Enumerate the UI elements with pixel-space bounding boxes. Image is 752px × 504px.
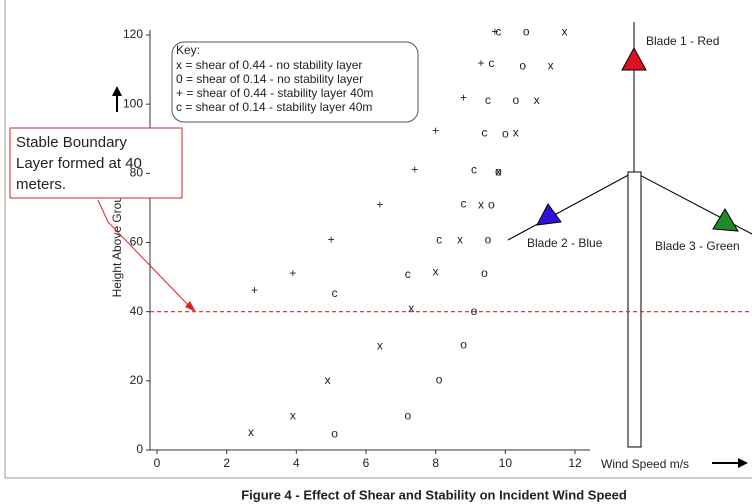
y-tick-label: 40 — [130, 304, 144, 318]
y-arrowhead — [112, 86, 122, 96]
point: o — [485, 232, 492, 246]
point: x — [534, 93, 540, 107]
caption: Figure 4 - Effect of Shear and Stability… — [241, 487, 627, 502]
point: x — [408, 301, 414, 315]
x-arrowhead — [738, 458, 748, 468]
point: + — [376, 197, 383, 211]
blade-3-tip — [713, 209, 738, 231]
y-tick-label: 60 — [130, 235, 144, 249]
point: c — [485, 93, 491, 107]
y-tick-label: 0 — [136, 442, 143, 456]
point: x — [457, 232, 463, 246]
point: + — [477, 56, 484, 70]
legend-title: Key: — [176, 43, 200, 57]
point: o — [519, 58, 526, 72]
point: x — [513, 125, 519, 139]
legend-entry: x = shear of 0.44 - no stability layer — [176, 58, 362, 72]
point: + — [432, 123, 439, 137]
x-tick-label: 6 — [363, 456, 370, 470]
point: c — [332, 286, 338, 300]
annotation-text: Stable Boundary — [16, 134, 127, 151]
legend-entry: 0 = shear of 0.14 - no stability layer — [176, 72, 363, 86]
point: o — [436, 372, 443, 386]
point: + — [289, 266, 296, 280]
point: x — [433, 264, 439, 278]
point: c — [436, 232, 442, 246]
y-axis-label: Height Above Ground — [110, 183, 124, 298]
point: o — [502, 126, 509, 140]
chart: Wind Speed m/s Height Above Ground Key: … — [0, 0, 752, 504]
point: + — [411, 162, 418, 176]
blade-2-tip — [537, 204, 561, 225]
point: o — [481, 266, 488, 280]
y-tick-label: 120 — [123, 27, 143, 41]
point: x — [290, 408, 296, 422]
point: c — [495, 24, 501, 38]
point: x — [248, 425, 254, 439]
blade-label: Blade 2 - Blue — [527, 236, 603, 250]
legend-entry: c = shear of 0.14 - stability layer 40m — [176, 100, 372, 114]
blade-1-tip — [622, 48, 646, 70]
point: o — [512, 93, 519, 107]
point: c — [461, 196, 467, 210]
point: x — [377, 338, 383, 352]
blade-2 — [508, 172, 634, 240]
point: c — [488, 56, 494, 70]
point: o — [495, 164, 502, 178]
point: o — [460, 337, 467, 351]
point: x — [325, 373, 331, 387]
point: + — [328, 232, 335, 246]
x-tick-label: 12 — [568, 456, 582, 470]
y-tick-label: 100 — [123, 96, 143, 110]
point: x — [478, 197, 484, 211]
annotation-arrowhead — [185, 301, 196, 312]
point: x — [562, 24, 568, 38]
annotation-text: Layer formed at 40 — [16, 155, 142, 172]
x-axis-label: Wind Speed m/s — [601, 457, 689, 471]
x-tick-label: 0 — [154, 456, 161, 470]
blade-label: Blade 1 - Red — [646, 34, 719, 48]
y-tick-label: 20 — [130, 373, 144, 387]
x-tick-label: 4 — [293, 456, 300, 470]
point: c — [471, 162, 477, 176]
turbine — [508, 22, 752, 447]
point: c — [405, 267, 411, 281]
x-tick-label: 8 — [432, 456, 439, 470]
annotation-text: meters. — [16, 176, 66, 193]
point: o — [471, 304, 478, 318]
x-tick-label: 10 — [499, 456, 513, 470]
point: o — [488, 197, 495, 211]
tower — [628, 172, 641, 447]
point: o — [331, 426, 338, 440]
x-tick-label: 2 — [223, 456, 230, 470]
point: + — [460, 90, 467, 104]
blade-label: Blade 3 - Green — [655, 239, 740, 253]
point: o — [404, 408, 411, 422]
point: + — [251, 283, 258, 297]
legend-entry: + = shear of 0.44 - stability layer 40m — [176, 86, 373, 100]
point: o — [523, 24, 530, 38]
point: c — [481, 125, 487, 139]
point: x — [548, 58, 554, 72]
